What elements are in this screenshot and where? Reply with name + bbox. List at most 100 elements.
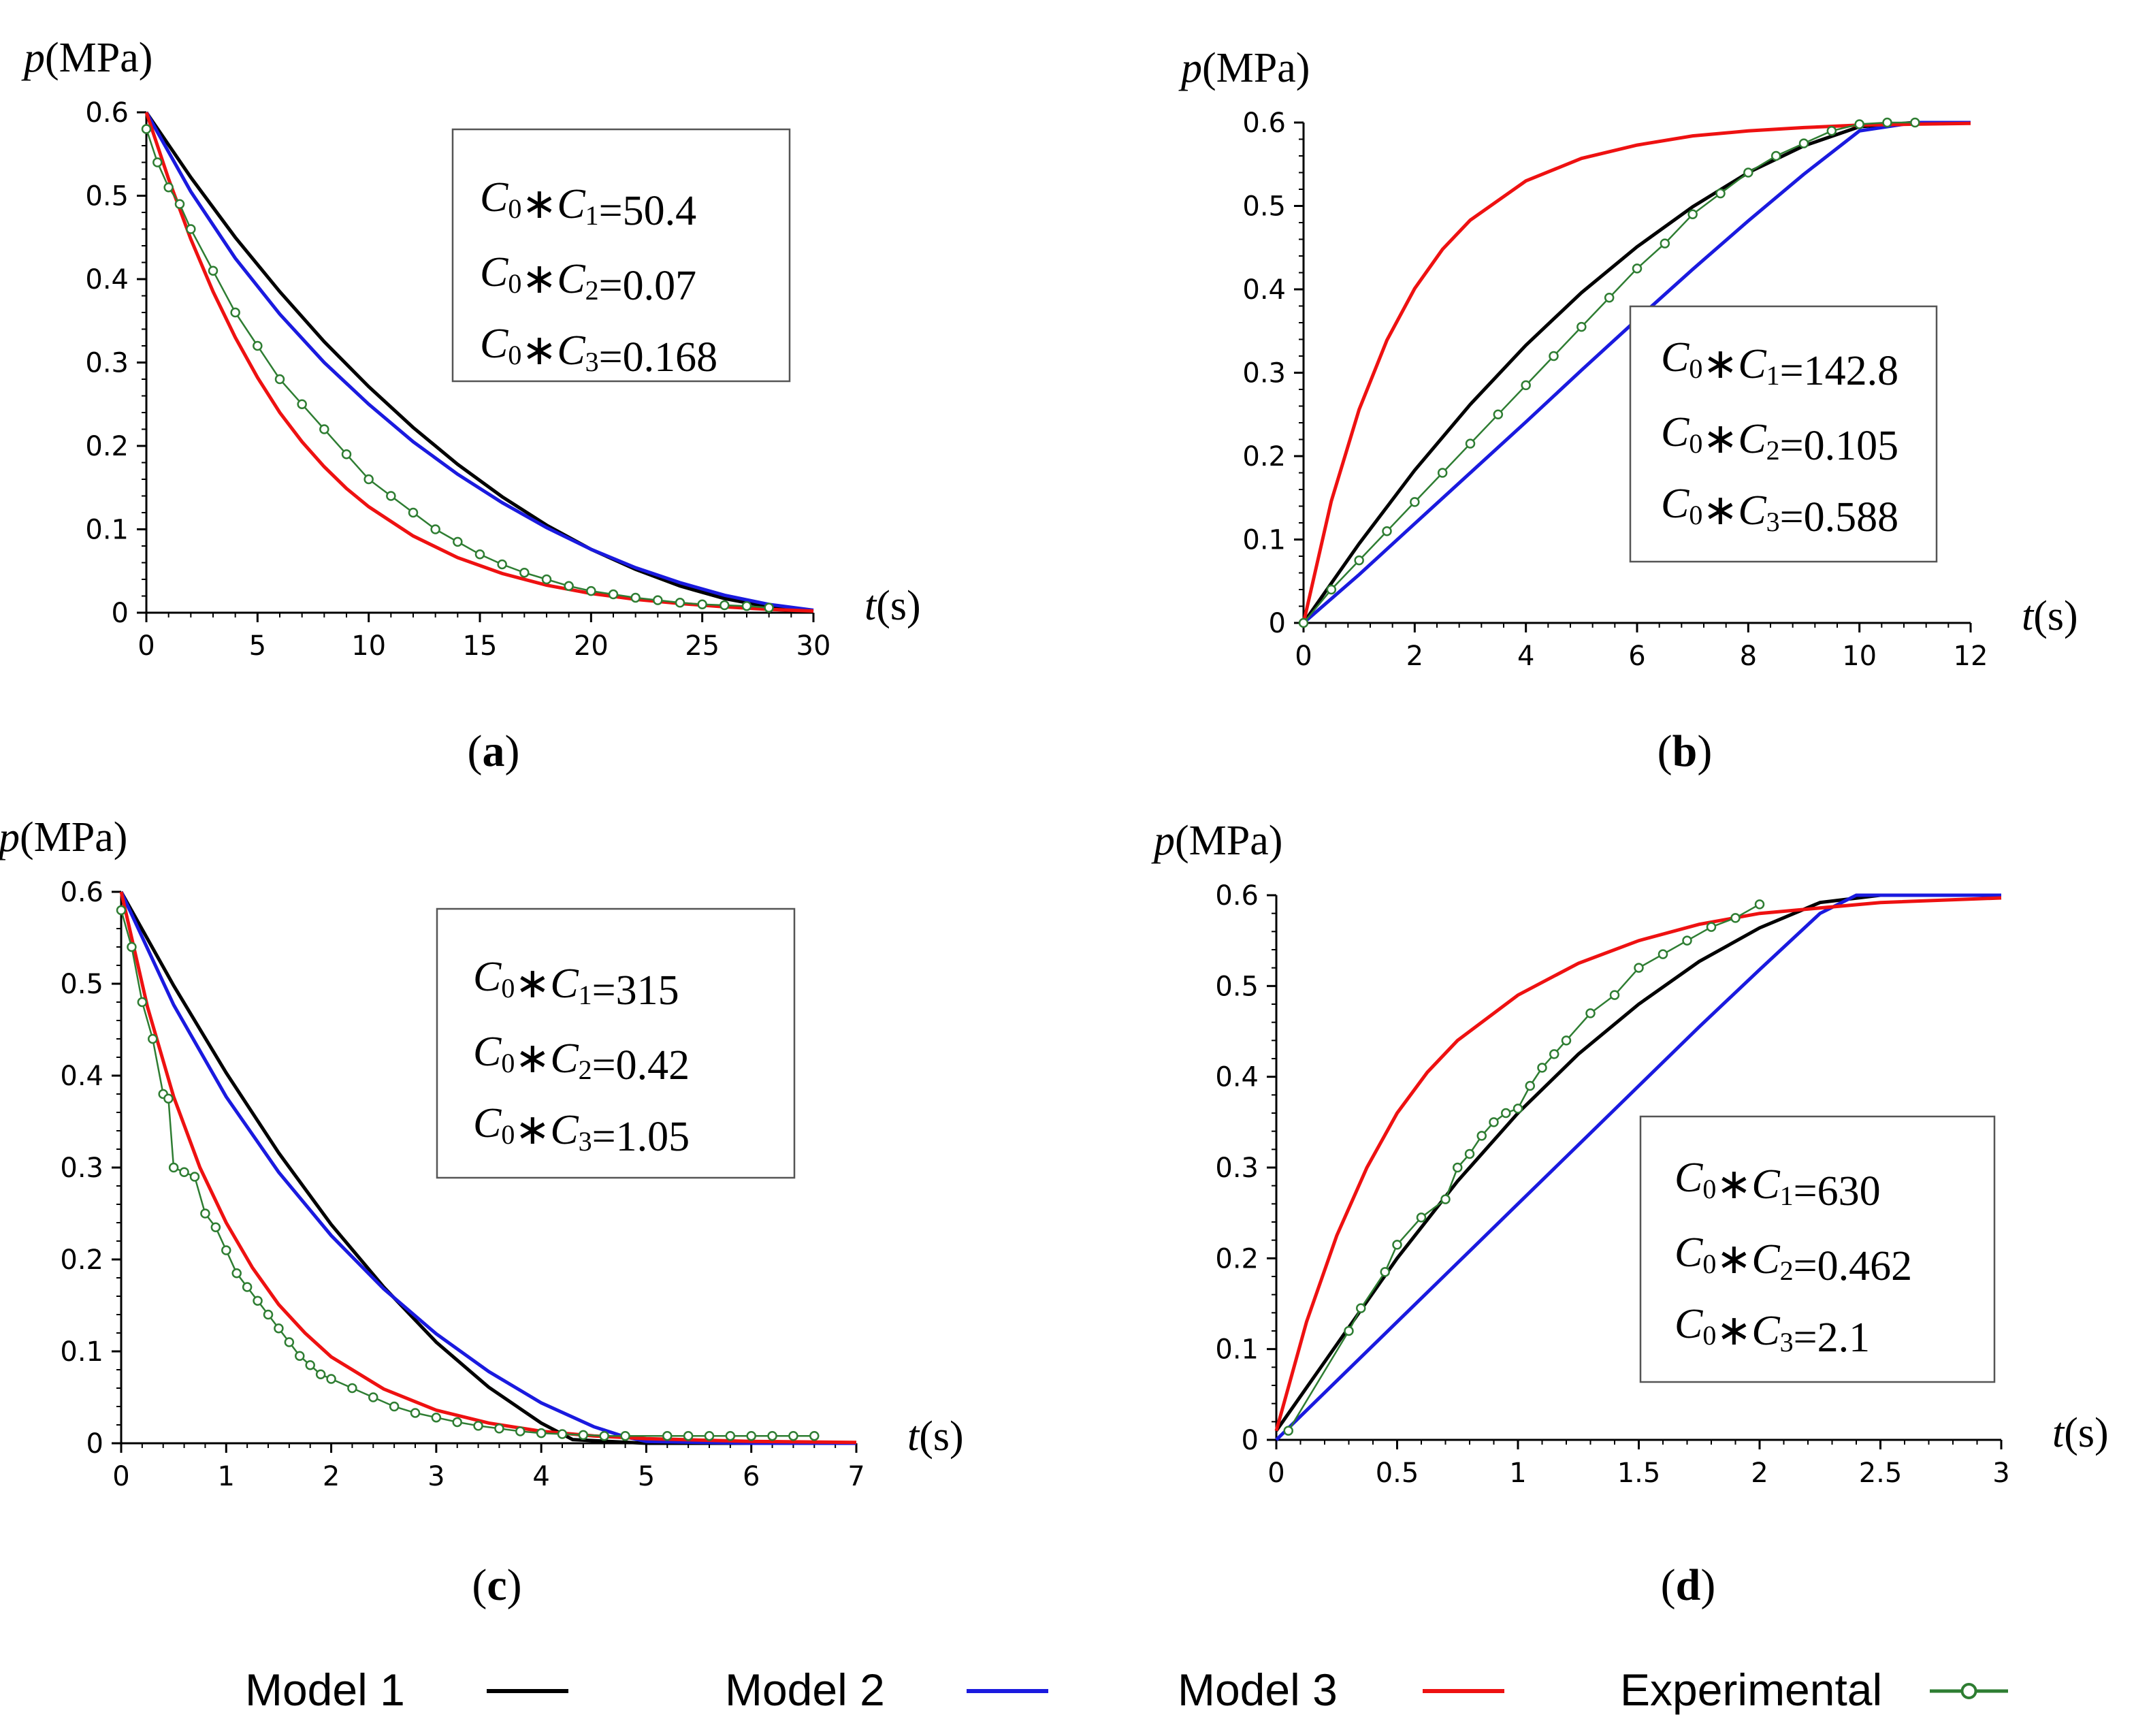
experimental-point [297, 399, 307, 409]
x-tick-label: 8 [1740, 641, 1757, 672]
experimental-point [1634, 963, 1644, 973]
experimental-point [515, 1426, 525, 1436]
y-tick-label: 0.1 [85, 515, 129, 546]
experimental-point [141, 124, 152, 134]
parameter-text: C0∗C2=0.462 [1675, 1229, 1912, 1289]
y-tick-label: 0.3 [85, 348, 129, 379]
experimental-point [127, 942, 137, 952]
y-tick-label: 0.3 [60, 1153, 103, 1184]
experimental-point [809, 1430, 820, 1441]
experimental-point [253, 340, 263, 351]
x-tick-label: 0 [1295, 641, 1312, 672]
experimental-point [1561, 1035, 1572, 1046]
experimental-point [1476, 1131, 1487, 1141]
experimental-point [1356, 1303, 1366, 1313]
experimental-point [221, 1245, 231, 1255]
series-model-2-line [119, 890, 856, 1445]
experimental-point [1344, 1325, 1354, 1336]
experimental-point [725, 1430, 736, 1441]
experimental-point [189, 1172, 200, 1182]
experimental-point [1380, 1267, 1390, 1277]
experimental-point [608, 589, 619, 600]
experimental-point [586, 585, 596, 596]
experimental-point [389, 1401, 400, 1412]
experimental-point [578, 1430, 589, 1441]
experimental-point [719, 600, 730, 611]
y-tick-label: 0.1 [1242, 525, 1286, 556]
experimental-point [1440, 1194, 1451, 1204]
experimental-point [557, 1429, 568, 1439]
experimental-point [319, 424, 329, 434]
experimental-point [284, 1337, 295, 1347]
x-tick-label: 4 [1517, 641, 1534, 672]
experimental-point [1882, 117, 1892, 128]
y-tick-label: 0.5 [85, 181, 129, 212]
parameter-box [1639, 1115, 1996, 1383]
x-axis-title: t(s) [2022, 593, 2078, 639]
series-model-1-line [119, 890, 856, 1445]
x-tick-label: 2 [1406, 641, 1423, 672]
experimental-point [599, 1430, 609, 1441]
series-model-3-line [1274, 896, 2002, 1432]
experimental-point [295, 1351, 305, 1361]
experimental-point [315, 1369, 326, 1379]
experimental-point [704, 1430, 715, 1441]
parameter-text: C0∗C3=0.168 [480, 321, 717, 381]
experimental-point [163, 182, 174, 193]
experimental-point [1687, 209, 1698, 219]
experimental-point [408, 507, 419, 518]
parameter-text: C0∗C3=1.05 [473, 1100, 690, 1160]
experimental-point [620, 1430, 630, 1441]
chart-panel-a: 0 5 10 15 20 25 30 0 0.1 0.2 0.3 0.4 0.5 0.6 p(MPa) t(s… [21, 35, 921, 776]
experimental-point [1489, 1117, 1499, 1127]
experimental-point [1493, 409, 1504, 419]
experimental-point [341, 449, 352, 460]
experimental-point [541, 574, 552, 585]
x-tick-label: 10 [351, 630, 386, 662]
x-tick-label: 6 [743, 1461, 760, 1492]
parameter-text: C0∗C1=50.4 [480, 174, 696, 234]
y-tick-label: 0 [1242, 1425, 1259, 1456]
y-axis-title: p(MPa) [0, 814, 127, 861]
experimental-point [1283, 1426, 1293, 1436]
experimental-point [179, 1167, 189, 1177]
legend: Model 1 Model 2 Model 3 Experimental [245, 1665, 2008, 1715]
parameter-box [451, 128, 791, 383]
experimental-point [697, 599, 707, 609]
experimental-point [788, 1430, 798, 1441]
experimental-point [1706, 922, 1717, 932]
experimental-point [746, 1430, 756, 1441]
experimental-point [1410, 497, 1420, 507]
chart-panel-c: 0 1 2 3 4 5 6 7 0 0.1 0.2 0.3 0.4 0.5 0.6 p(MPa) t(s) C0∗… [0, 814, 964, 1610]
x-tick-label: 12 [1954, 641, 1988, 672]
experimental-point [630, 592, 641, 603]
y-tick-label: 0.3 [1215, 1153, 1259, 1184]
experimental-point [653, 595, 663, 605]
parameter-text: C0∗C1=630 [1675, 1155, 1881, 1215]
x-tick-label: 0 [1267, 1458, 1284, 1489]
panel-label: (c) [472, 1560, 521, 1610]
x-tick-label: 3 [1992, 1458, 2009, 1489]
series-model-1-line [144, 111, 814, 614]
parameter-text: C0∗C1=142.8 [1661, 334, 1898, 394]
experimental-point [1465, 438, 1476, 449]
experimental-point [1754, 899, 1765, 910]
y-tick-label: 0.6 [1242, 108, 1286, 139]
y-tick-label: 0.2 [1215, 1243, 1259, 1274]
x-tick-label: 0 [112, 1461, 129, 1492]
x-tick-label: 30 [796, 630, 831, 662]
x-tick-label: 2.5 [1859, 1458, 1903, 1489]
experimental-point [1437, 468, 1448, 478]
panel-label: (a) [468, 726, 520, 776]
series-model-2-line [1275, 893, 2001, 1441]
y-tick-label: 0.4 [1242, 274, 1286, 306]
experimental-point [152, 157, 163, 167]
legend-item-experimental: Experimental [1620, 1665, 2008, 1715]
series-model-2-line [144, 111, 814, 612]
experimental-point [683, 1430, 694, 1441]
experimental-point [1416, 1212, 1427, 1223]
x-tick-label: 15 [463, 630, 498, 662]
experimental-point [1298, 617, 1309, 628]
x-tick-label: 20 [574, 630, 609, 662]
x-tick-label: 6 [1628, 641, 1645, 672]
